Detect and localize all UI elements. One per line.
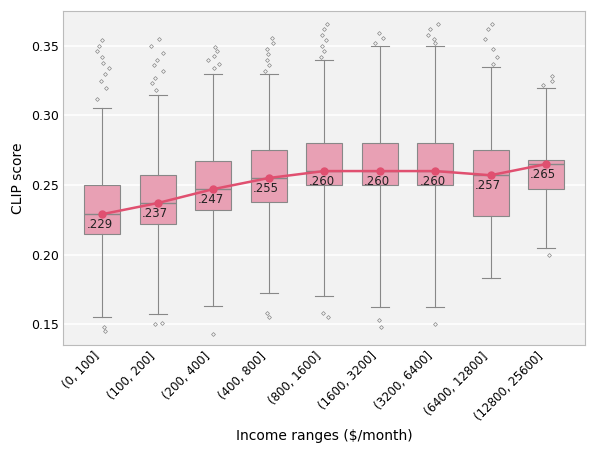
Text: .237: .237 (142, 207, 168, 220)
Text: .257: .257 (475, 179, 501, 192)
Text: .260: .260 (419, 175, 445, 188)
Text: .260: .260 (364, 175, 390, 188)
Y-axis label: CLIP score: CLIP score (11, 142, 25, 214)
Text: .247: .247 (197, 193, 224, 206)
PathPatch shape (251, 150, 287, 202)
PathPatch shape (84, 185, 120, 234)
Text: .255: .255 (253, 182, 279, 195)
PathPatch shape (528, 160, 564, 189)
PathPatch shape (306, 143, 342, 185)
PathPatch shape (139, 175, 176, 224)
X-axis label: Income ranges ($/month): Income ranges ($/month) (236, 429, 412, 443)
PathPatch shape (473, 150, 508, 216)
Text: .229: .229 (86, 218, 113, 232)
PathPatch shape (195, 161, 231, 210)
PathPatch shape (417, 143, 453, 185)
PathPatch shape (362, 143, 398, 185)
Text: .260: .260 (308, 175, 334, 188)
Text: .265: .265 (530, 168, 556, 181)
